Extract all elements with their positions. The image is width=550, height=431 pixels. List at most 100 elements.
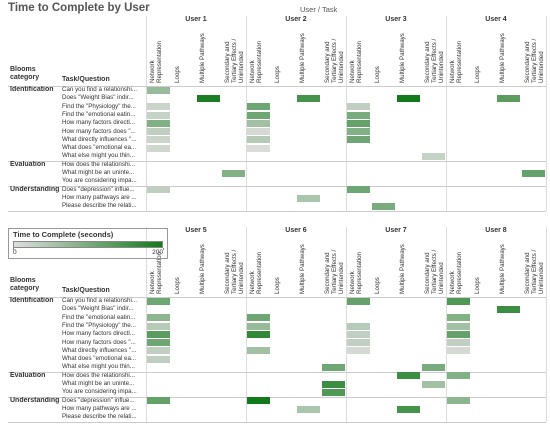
separator xyxy=(246,16,247,211)
question-label: What might be an uninte... xyxy=(62,169,135,176)
question-label: Find the "emotional eatin... xyxy=(62,313,136,321)
task-label: Multiple Pathways xyxy=(499,33,506,83)
question-label: How many pathways are ... xyxy=(62,193,137,201)
group-separator xyxy=(8,297,546,298)
question-label: You are considering impa... xyxy=(62,388,137,396)
cell xyxy=(447,330,470,338)
cell xyxy=(247,119,270,127)
row-header: Blooms category xyxy=(10,66,40,81)
cell xyxy=(422,153,445,161)
cell xyxy=(147,103,170,111)
question-label: How many factors does "... xyxy=(62,127,136,135)
cell xyxy=(497,305,520,313)
task-label: Secondary and Tertiary Effects / Uninten… xyxy=(524,38,543,83)
user-label: User 7 xyxy=(385,227,407,234)
cell xyxy=(347,347,370,355)
question-label: Can you find a relationshi... xyxy=(62,297,137,304)
legend-tick xyxy=(12,248,14,250)
cell xyxy=(347,186,370,194)
user-label: User 5 xyxy=(185,227,207,234)
question-label: Does "depression" influe... xyxy=(62,396,135,404)
question-label: How does the relationshi... xyxy=(62,160,135,168)
cell xyxy=(422,380,445,388)
question-label: How does the relationshi... xyxy=(62,371,135,379)
question-label: How many factors directl... xyxy=(62,119,135,127)
category-label: Evaluation xyxy=(10,371,46,379)
user-label: User 1 xyxy=(185,16,207,23)
task-label: Multiple Pathways xyxy=(199,33,206,83)
separator xyxy=(546,227,547,422)
user-label: User 4 xyxy=(485,16,507,23)
question-label: What does "emotional ea... xyxy=(62,144,137,152)
question-label: Can you find a relationshi... xyxy=(62,86,137,93)
task-label: Network Representation xyxy=(249,41,263,83)
cell xyxy=(422,364,445,372)
cell xyxy=(372,202,395,210)
cell xyxy=(497,94,520,102)
task-label: Loops xyxy=(174,66,181,83)
task-label: Network Representation xyxy=(449,41,463,83)
cell xyxy=(347,330,370,338)
cell xyxy=(147,136,170,144)
question-label: Find the "Physiology" the... xyxy=(62,321,136,329)
cell xyxy=(147,355,170,363)
cell xyxy=(347,128,370,136)
cell xyxy=(147,314,170,322)
user-label: User 2 xyxy=(285,16,307,23)
cell xyxy=(147,86,170,94)
question-label: How many factors directl... xyxy=(62,330,135,338)
category-label: Evaluation xyxy=(10,160,46,168)
question-label: Find the "Physiology" the... xyxy=(62,102,136,110)
row-header: Blooms category xyxy=(10,277,40,292)
legend-gradient xyxy=(13,241,163,248)
question-label: Please describe the relati... xyxy=(62,202,137,210)
question-label: You are considering impa... xyxy=(62,177,137,185)
cell xyxy=(297,194,320,202)
cell xyxy=(347,119,370,127)
column-header: User / Task xyxy=(300,5,338,14)
separator xyxy=(146,16,147,211)
task-label: Loops xyxy=(174,277,181,294)
task-label: Loops xyxy=(374,277,381,294)
user-label: User 3 xyxy=(385,16,407,23)
cell xyxy=(147,330,170,338)
cell xyxy=(447,322,470,330)
cell xyxy=(147,144,170,152)
separator xyxy=(446,227,447,422)
task-label: Loops xyxy=(474,277,481,294)
user-label: User 8 xyxy=(485,227,507,234)
group-separator xyxy=(8,160,546,162)
task-label: Secondary and Tertiary Effects / Uninten… xyxy=(524,249,543,294)
cell xyxy=(197,94,220,102)
row-header: Task/Question xyxy=(62,76,110,83)
task-label: Network Representation xyxy=(149,41,163,83)
cell xyxy=(347,136,370,144)
cell xyxy=(447,339,470,347)
group-separator xyxy=(8,210,546,212)
cell xyxy=(347,297,370,305)
task-label: Secondary and Tertiary Effects / Uninten… xyxy=(324,249,343,294)
task-label: Secondary and Tertiary Effects / Uninten… xyxy=(224,38,243,83)
cell xyxy=(447,372,470,380)
category-label: Understanding xyxy=(10,396,60,404)
task-label: Multiple Pathways xyxy=(399,33,406,83)
separator xyxy=(546,16,547,211)
row-header: Task/Question xyxy=(62,287,110,294)
cell xyxy=(147,339,170,347)
question-label: Does "Weight Bias" indir... xyxy=(62,94,134,102)
task-label: Secondary and Tertiary Effects / Uninten… xyxy=(424,38,443,83)
cell xyxy=(147,322,170,330)
cell xyxy=(397,94,420,102)
task-label: Secondary and Tertiary Effects / Uninten… xyxy=(424,249,443,294)
cell xyxy=(147,186,170,194)
cell xyxy=(447,297,470,305)
question-label: What does "emotional ea... xyxy=(62,355,137,363)
question-label: How many factors does "... xyxy=(62,338,136,346)
task-label: Network Representation xyxy=(349,41,363,83)
question-label: What directly influences "... xyxy=(62,135,137,143)
cell xyxy=(347,339,370,347)
legend-tick-label: 200 xyxy=(152,249,163,256)
task-label: Network Representation xyxy=(449,252,463,294)
question-label: Does "Weight Bias" indir... xyxy=(62,305,134,313)
legend-title: Time to Complete (seconds) xyxy=(13,230,114,239)
